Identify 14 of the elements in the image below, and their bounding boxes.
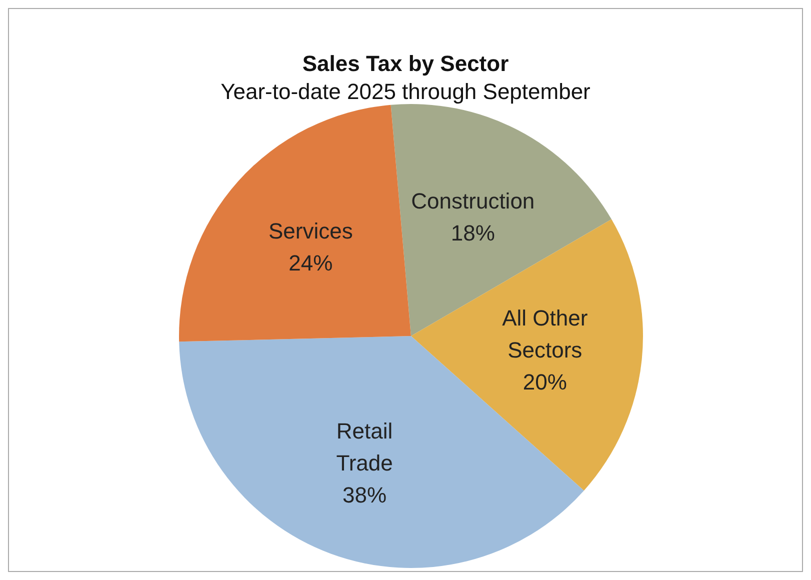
data-label: 18%: [450, 220, 495, 246]
chart-subtitle: Year-to-date 2025 through September: [220, 79, 592, 105]
data-label: 24%: [288, 250, 333, 275]
pie-slice: [411, 219, 643, 491]
pie-slice: [179, 336, 584, 568]
data-label: 20%: [522, 369, 567, 394]
chart-title: Sales Tax by Sector: [301, 51, 510, 77]
pie-slice: [179, 104, 411, 342]
slice-label: Services: [268, 218, 353, 243]
data-label: 38%: [342, 482, 387, 507]
slice-label: Retail Trade: [336, 418, 393, 475]
slice-label: Construction: [411, 188, 535, 214]
slice-label: All Other Sectors: [502, 305, 588, 362]
pie-slice: [390, 104, 612, 336]
